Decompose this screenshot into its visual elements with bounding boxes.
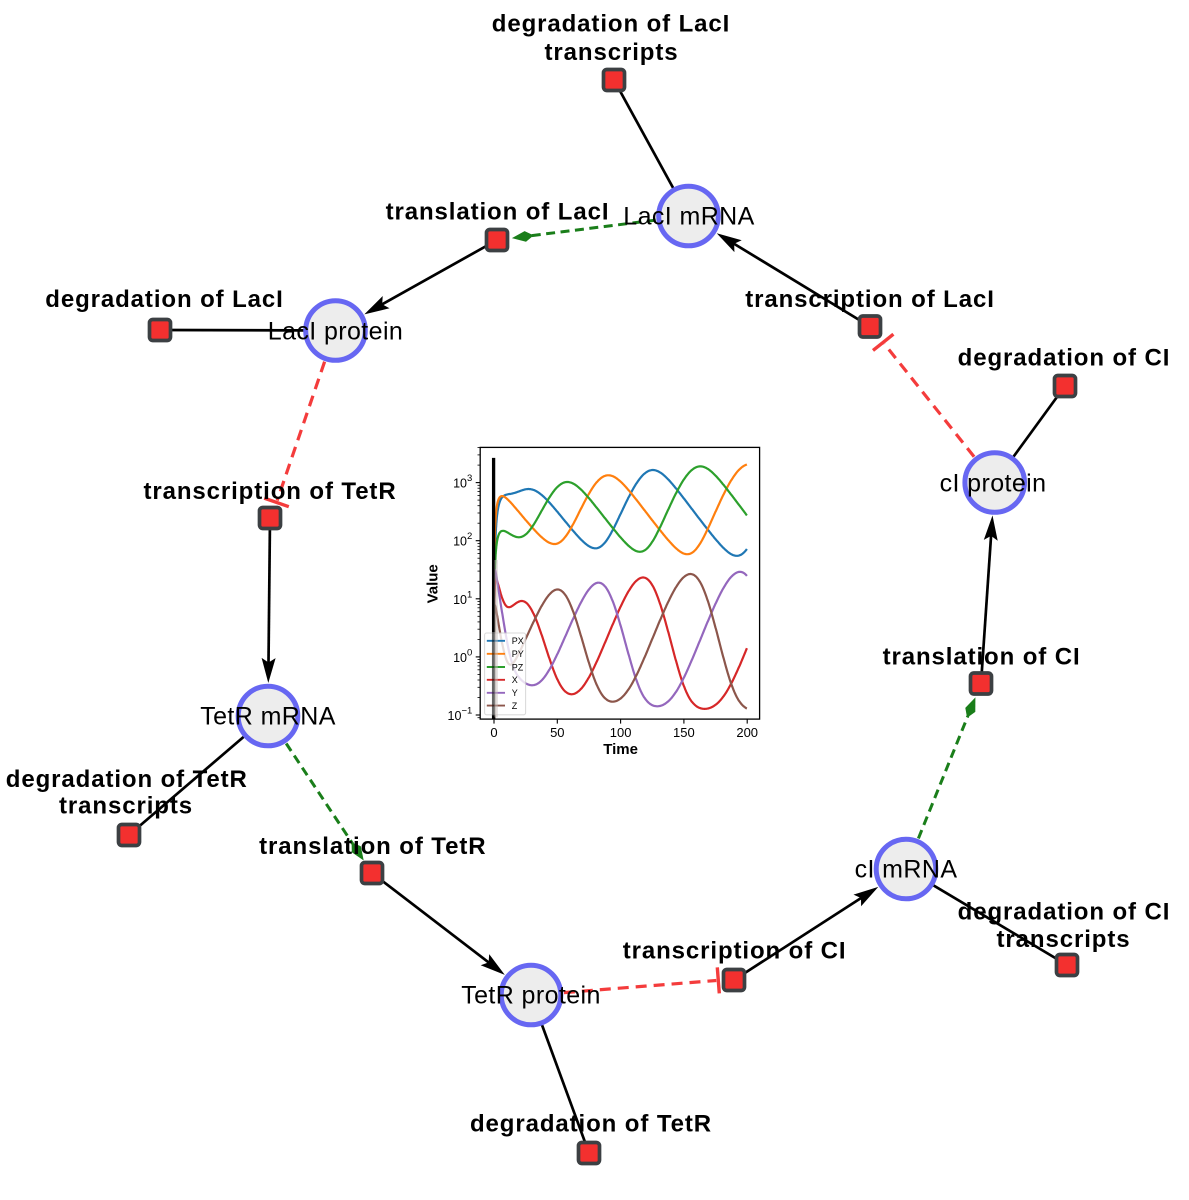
svg-text:transcription of TetR: transcription of TetR: [143, 478, 396, 505]
svg-text:translation of CI: translation of CI: [883, 644, 1081, 671]
svg-text:transcripts: transcripts: [997, 926, 1131, 953]
svg-text:transcripts: transcripts: [59, 793, 193, 820]
svg-text:transcripts: transcripts: [545, 39, 679, 66]
svg-text:PY: PY: [512, 649, 524, 659]
svg-text:degradation of TetR: degradation of TetR: [470, 1111, 712, 1138]
svg-text:cI mRNA: cI mRNA: [855, 856, 958, 884]
svg-text:transcription of CI: transcription of CI: [623, 938, 847, 965]
svg-text:transcription of LacI: transcription of LacI: [745, 286, 995, 313]
svg-text:Value: Value: [424, 564, 441, 603]
svg-text:PZ: PZ: [512, 662, 524, 672]
svg-text:degradation of CI: degradation of CI: [958, 345, 1171, 372]
svg-text:degradation of LacI: degradation of LacI: [45, 286, 283, 313]
svg-text:degradation of CI: degradation of CI: [958, 898, 1171, 925]
svg-text:cI protein: cI protein: [940, 470, 1047, 498]
svg-text:translation of TetR: translation of TetR: [259, 833, 486, 860]
svg-text:degradation of LacI: degradation of LacI: [492, 10, 730, 37]
svg-text:100: 100: [610, 725, 632, 740]
svg-text:TetR mRNA: TetR mRNA: [200, 703, 336, 731]
svg-text:Z: Z: [512, 701, 518, 711]
svg-text:LacI protein: LacI protein: [268, 318, 403, 346]
svg-text:degradation of TetR: degradation of TetR: [6, 766, 248, 793]
svg-text:translation of LacI: translation of LacI: [386, 199, 610, 226]
svg-text:X: X: [512, 675, 518, 685]
svg-text:200: 200: [736, 725, 758, 740]
svg-text:TetR protein: TetR protein: [461, 982, 601, 1010]
svg-text:0: 0: [490, 725, 497, 740]
svg-text:PX: PX: [512, 636, 524, 646]
svg-text:Y: Y: [512, 688, 518, 698]
svg-text:150: 150: [673, 725, 695, 740]
svg-text:LacI mRNA: LacI mRNA: [623, 203, 754, 231]
svg-text:Time: Time: [603, 741, 638, 758]
svg-text:50: 50: [550, 725, 564, 740]
